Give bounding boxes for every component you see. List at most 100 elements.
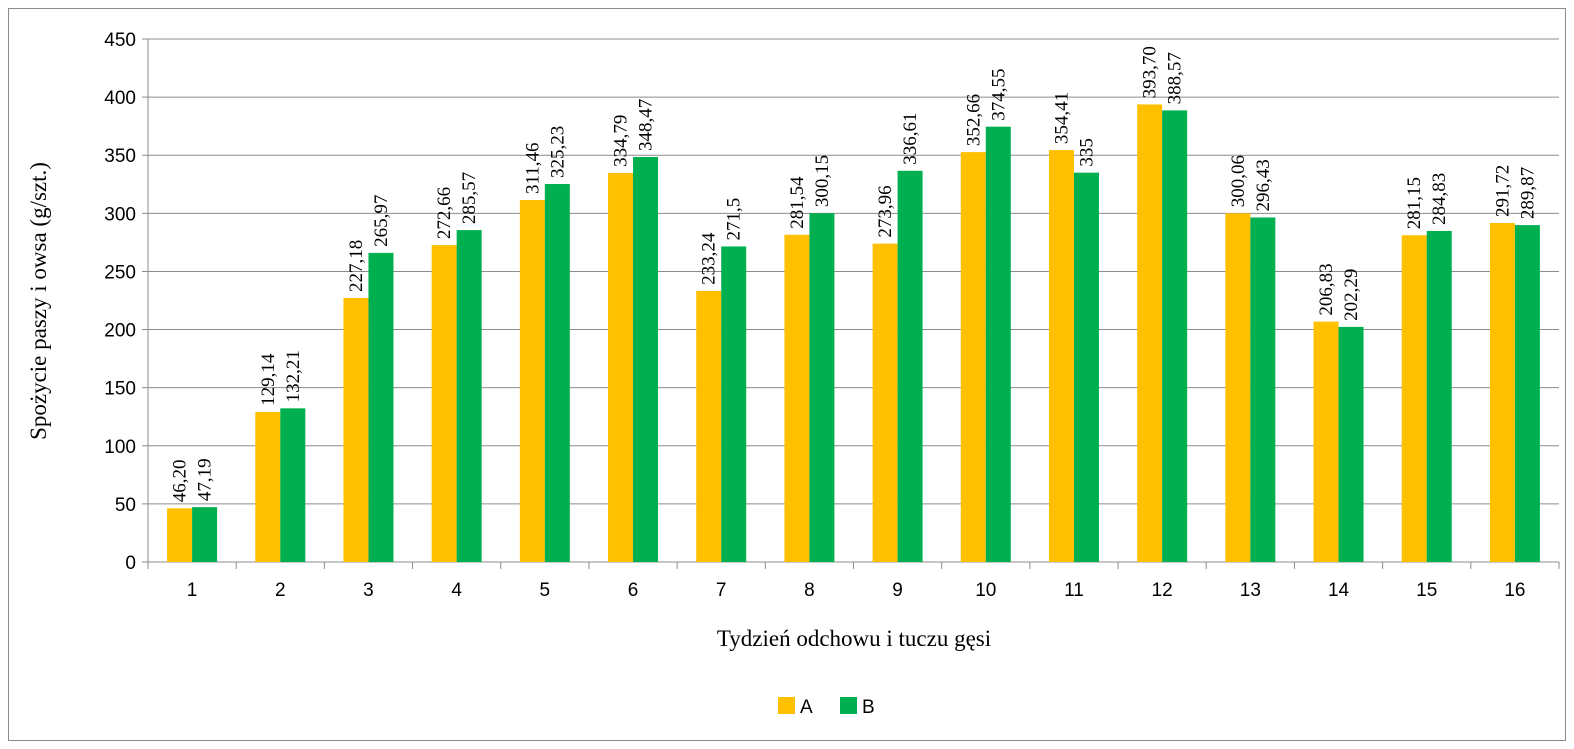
data-label: 233,24 <box>699 232 720 285</box>
data-label: 273,96 <box>875 185 896 237</box>
x-tick-label: 6 <box>628 580 639 601</box>
x-tick-label: 5 <box>540 580 551 601</box>
y-tick-label: 400 <box>104 88 136 109</box>
data-label: 227,18 <box>346 240 367 292</box>
data-label: 388,57 <box>1165 52 1186 104</box>
data-label: 300,06 <box>1228 155 1249 207</box>
data-label: 354,41 <box>1051 92 1072 144</box>
bar-B-12 <box>1162 110 1188 562</box>
bar-B-11 <box>1073 172 1099 562</box>
data-label: 132,21 <box>283 350 304 402</box>
legend-label: B <box>862 697 875 718</box>
bar-A-1 <box>167 508 193 562</box>
data-label: 271,5 <box>724 198 745 241</box>
x-tick-label: 1 <box>187 580 198 601</box>
data-label: 206,83 <box>1316 263 1337 315</box>
bar-B-9 <box>897 170 923 563</box>
data-label: 334,79 <box>611 115 632 167</box>
bar-A-4 <box>431 245 457 562</box>
bar-A-3 <box>343 297 369 562</box>
data-label: 281,15 <box>1404 177 1425 229</box>
legend-label: A <box>800 697 813 718</box>
data-label: 296,43 <box>1253 159 1274 211</box>
y-axis-title: Spożycie paszy i owsa (g/szt.) <box>26 162 51 440</box>
bar-A-6 <box>608 172 634 562</box>
y-tick-label: 50 <box>115 495 136 516</box>
data-label: 202,29 <box>1341 269 1362 321</box>
x-tick-label: 12 <box>1152 580 1173 601</box>
x-tick-label: 16 <box>1504 580 1525 601</box>
data-label: 325,23 <box>547 126 568 178</box>
data-label: 300,15 <box>812 155 833 207</box>
bar-A-11 <box>1048 150 1074 563</box>
data-label: 265,97 <box>371 195 392 247</box>
data-label: 285,57 <box>459 172 480 224</box>
bar-A-5 <box>519 200 545 562</box>
x-tick-label: 4 <box>451 580 462 601</box>
data-label: 272,66 <box>434 187 455 239</box>
y-tick-label: 100 <box>104 437 136 458</box>
x-tick-label: 7 <box>716 580 727 601</box>
bar-A-9 <box>872 243 898 562</box>
bar-B-13 <box>1250 217 1276 562</box>
x-axis-title: Tydzień odchowu i tuczu gęsi <box>717 626 991 651</box>
data-label: 311,46 <box>522 142 543 194</box>
bar-B-8 <box>809 213 835 562</box>
data-label: 281,54 <box>787 176 808 229</box>
bar-B-3 <box>368 252 394 562</box>
data-label: 291,72 <box>1492 165 1513 217</box>
bar-A-13 <box>1225 213 1251 562</box>
bar-B-5 <box>544 184 570 562</box>
bars <box>167 104 1540 563</box>
bar-B-7 <box>721 246 747 562</box>
y-tick-label: 250 <box>104 262 136 283</box>
bar-B-15 <box>1426 230 1452 563</box>
x-tick-label: 14 <box>1328 580 1350 601</box>
bar-A-2 <box>255 411 281 562</box>
data-label: 289,87 <box>1517 167 1538 219</box>
bar-B-6 <box>633 157 659 562</box>
data-label: 352,66 <box>963 94 984 146</box>
y-tick-label: 300 <box>104 204 136 225</box>
bar-A-14 <box>1313 321 1339 562</box>
x-tick-label: 13 <box>1240 580 1261 601</box>
y-tick-label: 150 <box>104 379 136 400</box>
data-label: 335 <box>1076 138 1097 167</box>
bar-B-4 <box>456 230 482 563</box>
x-tick-label: 15 <box>1416 580 1437 601</box>
bar-A-8 <box>784 234 810 562</box>
data-label: 284,83 <box>1429 173 1450 225</box>
x-tick-label: 10 <box>975 580 996 601</box>
bar-A-10 <box>960 152 986 562</box>
x-tick-label: 11 <box>1064 580 1084 601</box>
legend-swatch-A <box>778 697 795 714</box>
data-label: 374,55 <box>988 68 1009 120</box>
data-label: 47,19 <box>195 458 216 501</box>
bar-A-15 <box>1401 235 1427 563</box>
y-tick-label: 350 <box>104 146 136 167</box>
x-tick-label: 8 <box>804 580 815 601</box>
data-label: 129,14 <box>258 353 279 406</box>
bar-B-1 <box>192 507 218 562</box>
bar-B-14 <box>1338 326 1364 562</box>
x-tick-label: 9 <box>892 580 903 601</box>
bar-B-2 <box>280 408 306 562</box>
bar-B-10 <box>985 126 1011 562</box>
y-tick-label: 200 <box>104 321 136 342</box>
data-label: 348,47 <box>636 99 657 151</box>
legend-swatch-B <box>840 697 857 714</box>
bar-A-7 <box>696 290 722 562</box>
bar-B-16 <box>1514 225 1540 563</box>
data-label: 336,61 <box>900 113 921 165</box>
data-label: 393,70 <box>1140 46 1161 98</box>
bar-A-16 <box>1489 222 1515 562</box>
bar-A-12 <box>1137 104 1163 563</box>
x-tick-label: 3 <box>363 580 374 601</box>
data-label: 46,20 <box>170 460 191 503</box>
x-tick-label: 2 <box>275 580 286 601</box>
y-tick-label: 450 <box>104 30 136 51</box>
